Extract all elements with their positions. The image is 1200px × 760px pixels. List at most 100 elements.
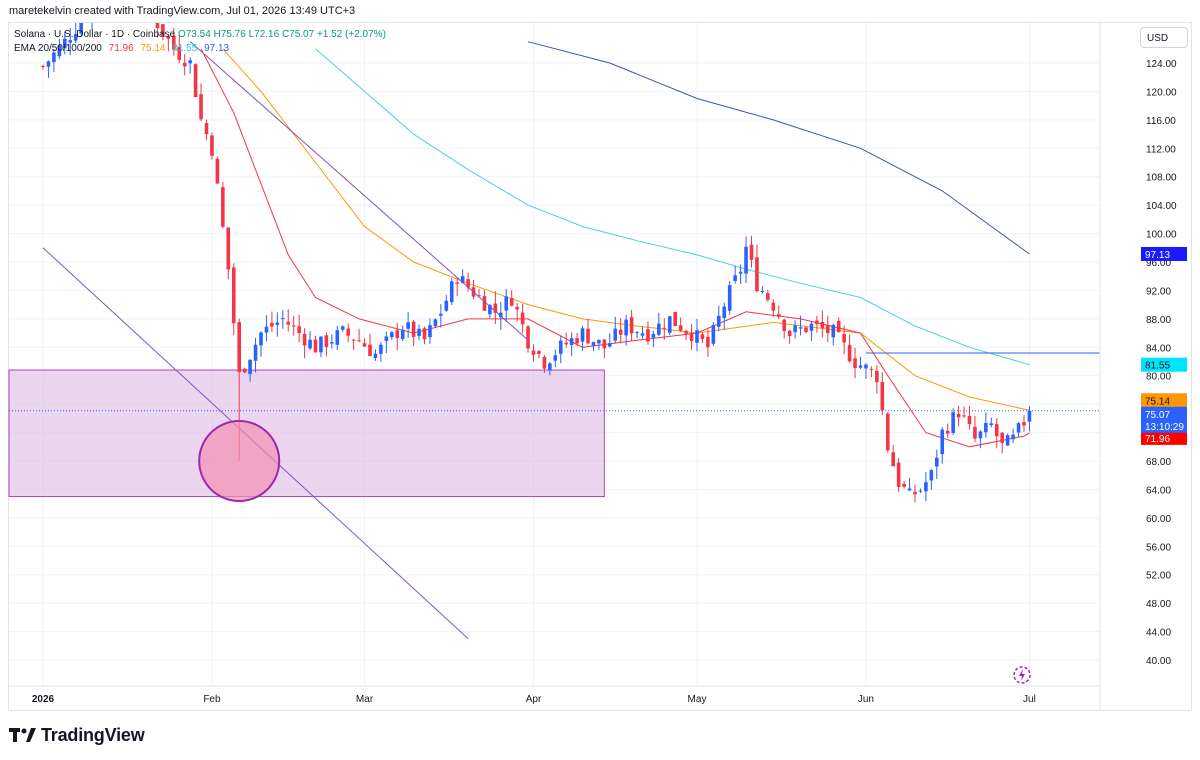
brand-name: TradingView xyxy=(41,724,145,745)
candle-body xyxy=(330,342,334,344)
y-tick-label: 68.00 xyxy=(1146,457,1171,468)
x-tick-label: Mar xyxy=(356,694,374,705)
candle-body xyxy=(281,318,285,320)
candle-body xyxy=(798,327,803,329)
currency-button[interactable]: USD xyxy=(1140,27,1188,48)
candle-body xyxy=(602,339,607,349)
y-tick-label: 56.00 xyxy=(1146,542,1171,553)
x-tick-label: Apr xyxy=(526,694,542,705)
candle-body xyxy=(455,282,459,284)
ema20-price-label: 71.96 xyxy=(1145,434,1170,445)
candle-body xyxy=(253,344,258,361)
candle-body xyxy=(488,304,492,315)
candle-body xyxy=(831,324,836,338)
candle-body xyxy=(597,339,601,344)
candle-body xyxy=(1000,432,1004,443)
candle-body xyxy=(477,295,481,297)
candle-body xyxy=(956,413,961,418)
candle-body xyxy=(569,338,574,345)
candle-body xyxy=(1027,410,1032,422)
candle-body xyxy=(237,322,241,373)
candle-body xyxy=(335,330,340,345)
candle-body xyxy=(869,368,874,370)
candle-body xyxy=(73,33,78,41)
candle-body xyxy=(984,422,988,433)
y-tick-label: 88.00 xyxy=(1146,315,1171,326)
ema50-price-label: 75.14 xyxy=(1145,396,1170,407)
candle-body xyxy=(199,94,203,120)
y-tick-label: 124.00 xyxy=(1146,59,1177,70)
candle-body xyxy=(63,38,67,49)
candle-body xyxy=(896,462,901,487)
grid xyxy=(9,23,1100,686)
support-zone-layer xyxy=(8,369,605,498)
candle-body xyxy=(618,329,623,335)
y-tick-label: 112.00 xyxy=(1146,144,1176,155)
alert-icon[interactable] xyxy=(1013,666,1031,684)
candle-body xyxy=(270,322,274,327)
candle-body xyxy=(613,328,618,341)
candle-body xyxy=(973,426,977,439)
ema20-price-label-bg xyxy=(1141,430,1187,445)
candle-body xyxy=(428,325,432,338)
candle-body xyxy=(809,323,814,331)
candle-body xyxy=(466,279,470,288)
candle-body xyxy=(193,64,198,98)
candle-body xyxy=(482,296,487,311)
candle-body xyxy=(286,321,291,325)
symbol-name[interactable]: Solana · U.S. Dollar · 1D · Coinbase xyxy=(14,29,176,40)
candle-body xyxy=(978,431,983,439)
candle-body xyxy=(891,452,895,467)
ema50-line xyxy=(222,48,1030,411)
candle-body xyxy=(558,340,563,354)
candle-body xyxy=(41,66,45,68)
footer: TradingView xyxy=(9,724,145,746)
candle-body xyxy=(46,61,51,67)
candles-layer xyxy=(41,23,1032,503)
candle-body xyxy=(422,328,427,340)
candle-body xyxy=(994,424,999,437)
candle-body xyxy=(537,351,541,354)
candle-body xyxy=(531,350,536,355)
candle-body xyxy=(362,343,367,347)
candle-body xyxy=(400,329,405,340)
candle-body xyxy=(760,290,765,292)
candle-body xyxy=(885,413,890,451)
candle-body xyxy=(226,227,231,270)
candle-body xyxy=(766,293,770,300)
candle-body xyxy=(542,356,547,369)
ema200-line xyxy=(527,41,1030,255)
candle-body xyxy=(182,62,187,67)
candle-body xyxy=(586,328,590,344)
candle-body xyxy=(275,322,280,325)
candle-body xyxy=(433,319,438,327)
y-tick-label: 44.00 xyxy=(1146,628,1171,639)
ohlc-values: O73.54 H75.76 L72.16 C75.07 +1.52 (+2.07… xyxy=(177,29,386,40)
drawings-layer xyxy=(9,41,1100,640)
candle-body xyxy=(749,244,754,260)
candle-body xyxy=(308,339,312,349)
ema200-price-label-bg xyxy=(1141,246,1187,261)
ema-legend[interactable]: EMA 20/50/100/200 71.96 75.14 81.55 97.1… xyxy=(14,43,233,54)
candle-body xyxy=(357,340,361,342)
candle-body xyxy=(155,23,160,29)
candle-body xyxy=(1005,435,1010,446)
candle-body xyxy=(351,339,356,341)
candle-body xyxy=(853,358,857,368)
candle-body xyxy=(242,368,247,373)
candle-body xyxy=(390,332,394,338)
candle-body xyxy=(989,423,994,426)
x-tick-label: May xyxy=(688,694,707,705)
candle-body xyxy=(929,470,934,481)
candle-body xyxy=(221,187,225,227)
chart-credit: maretekelvin created with TradingView.co… xyxy=(9,5,356,17)
candle-body xyxy=(493,303,498,313)
candle-body xyxy=(79,23,83,34)
symbol-legend: Solana · U.S. Dollar · 1D · Coinbase O73… xyxy=(14,29,386,40)
candle-body xyxy=(684,330,688,334)
candle-body xyxy=(548,363,552,371)
y-tick-label: 92.00 xyxy=(1146,286,1171,297)
candle-body xyxy=(722,306,727,319)
